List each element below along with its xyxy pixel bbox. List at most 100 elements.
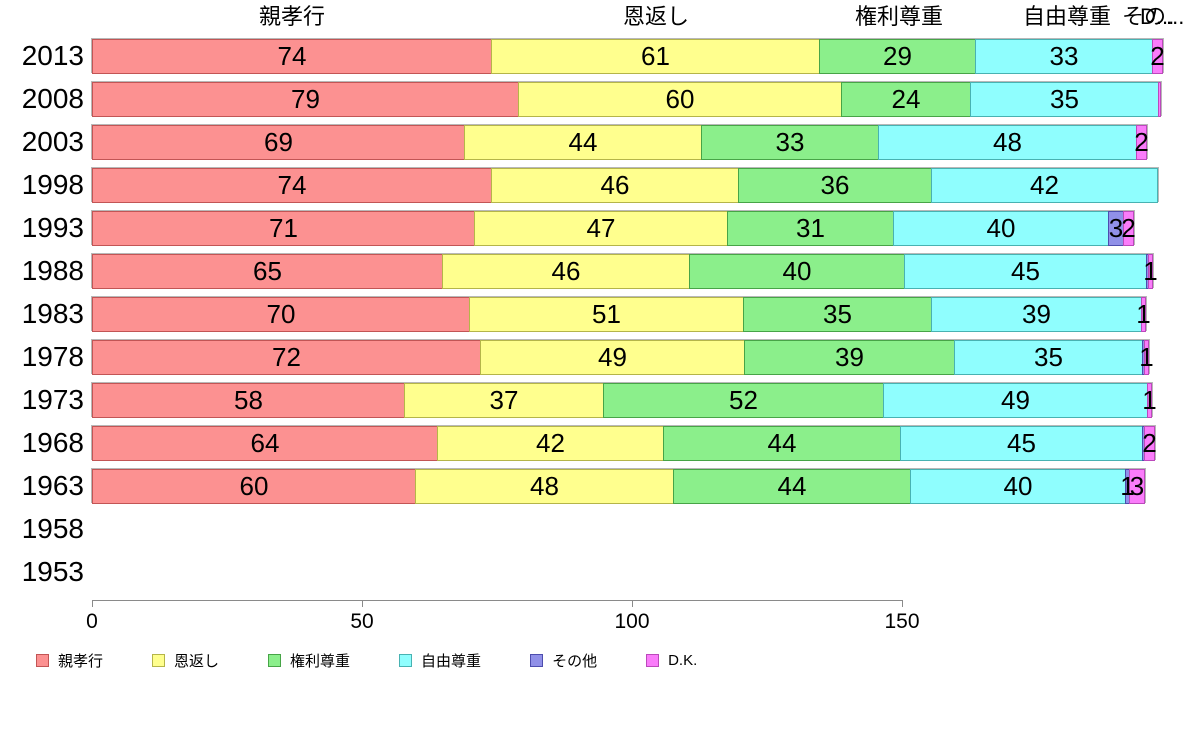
bar-value-label: 2 [1121,213,1136,243]
year-label: 2013 [21,40,84,71]
year-label: 1998 [21,169,84,200]
bar-row: 79 60 24 35 [91,81,1162,117]
bar-segment-D.K.: 2 [1121,211,1136,246]
bar-value-label: 72 [272,342,301,372]
legend-item: 親孝行 [36,650,103,671]
column-header: 親孝行 [258,4,326,29]
bar-value-label: 64 [250,428,280,458]
year-label: 1953 [21,556,84,587]
bar-value-label: 3 [1108,213,1124,243]
bar-segment-自由尊重: 40 [910,469,1126,504]
legend-swatch [530,654,544,667]
x-axis-tick-label: 0 [86,610,98,633]
bar-value-label: 35 [823,299,852,329]
year-label: 1978 [21,341,84,372]
x-axis-tick [92,600,93,607]
year-label: 1968 [21,427,84,458]
bar-segment-権利尊重: 35 [743,297,932,332]
bar-segment-D.K.: 1 [1142,383,1157,418]
bar-value-label: 2 [1142,428,1157,458]
bar-value-label: 44 [777,471,807,501]
bar-segment-D.K.: 3 [1129,469,1145,504]
bar-row: 60 48 44 40 1 3 [91,468,1146,504]
bar-value-label: 46 [551,256,581,286]
bar-segment-親孝行: 65 [92,254,443,289]
legend-label: 権利尊重 [290,653,351,670]
bar-segment-恩返し: 60 [518,82,842,117]
year-label: 2003 [21,126,84,157]
legend-label: 自由尊重 [421,653,482,670]
bar-segment-恩返し: 51 [469,297,744,332]
bar-segment-自由尊重: 39 [931,297,1142,332]
bar-segment-恩返し: 49 [480,340,745,375]
year-label: 1988 [21,255,84,286]
bar-value-label: 61 [641,41,670,71]
bar-segment-権利尊重: 33 [701,125,879,160]
legend-item: 恩返し [152,650,219,671]
x-axis-tick [362,600,363,607]
bar-row: 65 46 40 45 1 [91,253,1158,289]
bar-segment-自由尊重: 40 [893,211,1109,246]
bar-segment-権利尊重: 44 [663,426,901,461]
column-header: 権利尊重 [854,4,944,29]
bar-row: 74 46 36 42 [91,167,1159,203]
bar-segment-D.K.: 2 [1134,125,1149,160]
bar-value-label: 47 [586,213,616,243]
bar-value-label: 29 [883,41,912,71]
bar-segment-恩返し: 46 [442,254,690,289]
legend: 親孝行 恩返し 権利尊重 自由尊重 その他 D.K. [36,650,697,671]
bar-value-label: 2 [1150,41,1165,71]
bar-segment-権利尊重: 40 [689,254,905,289]
bar-row: 72 49 39 35 1 [91,339,1154,375]
bar-value-label: 48 [993,127,1022,157]
year-label: 2008 [21,83,84,114]
bar-value-label: 35 [1034,342,1063,372]
bar-segment-D.K.: 2 [1142,426,1157,461]
bar-segment-親孝行: 74 [92,168,492,203]
column-header: D... [1140,4,1175,29]
bar-row: 64 42 44 45 2 [91,425,1157,461]
bar-value-label: 49 [598,342,627,372]
year-label: 1983 [21,298,84,329]
bar-segment-恩返し: 44 [464,125,702,160]
bar-segment-権利尊重: 31 [727,211,894,246]
bar-segment-自由尊重: 35 [954,340,1143,375]
bar-value-label: 71 [269,213,298,243]
x-axis-tick-label: 150 [884,610,920,633]
bar-value-label: 52 [729,385,758,415]
column-header: その... [1122,4,1185,29]
bar-segment-恩返し: 48 [415,469,674,504]
x-axis-tick [902,600,903,607]
bar-segment-親孝行: 58 [92,383,405,418]
bar-value-label: 39 [1022,299,1051,329]
legend-swatch [399,654,413,667]
legend-swatch [36,654,49,667]
bar-segment-親孝行: 71 [92,211,475,246]
bar-value-label: 74 [277,41,307,71]
bar-segment-恩返し: 46 [491,168,739,203]
bar-value-label: 1 [1136,299,1151,329]
bar-segment-自由尊重: 45 [904,254,1147,289]
year-label: 1973 [21,384,84,415]
bar-value-label: 1 [1120,471,1135,501]
bar-value-label: 60 [239,471,269,501]
bar-value-label: 60 [665,84,695,114]
bar-value-label: 46 [600,170,630,200]
bar-segment-恩返し: 47 [474,211,728,246]
year-label: 1958 [21,513,84,544]
bar-value-label: 74 [277,170,307,200]
bar-value-label: 42 [1030,170,1059,200]
legend-label: その他 [552,653,598,670]
legend-item: 自由尊重 [399,650,481,671]
x-axis-tick [632,600,633,607]
bar-segment-自由尊重: 45 [900,426,1143,461]
bar-segment-その他: 1 [1120,469,1135,504]
bar-segment-権利尊重: 29 [819,39,976,74]
bar-value-label: 69 [264,127,293,157]
bar-segment-親孝行: 79 [92,82,519,117]
bar-value-label: 40 [782,256,812,286]
bar-value-label: 70 [266,299,296,329]
bar-segment-権利尊重: 36 [738,168,932,203]
bar-value-label: 33 [1049,41,1079,71]
column-header: 自由尊重 [1022,4,1112,29]
